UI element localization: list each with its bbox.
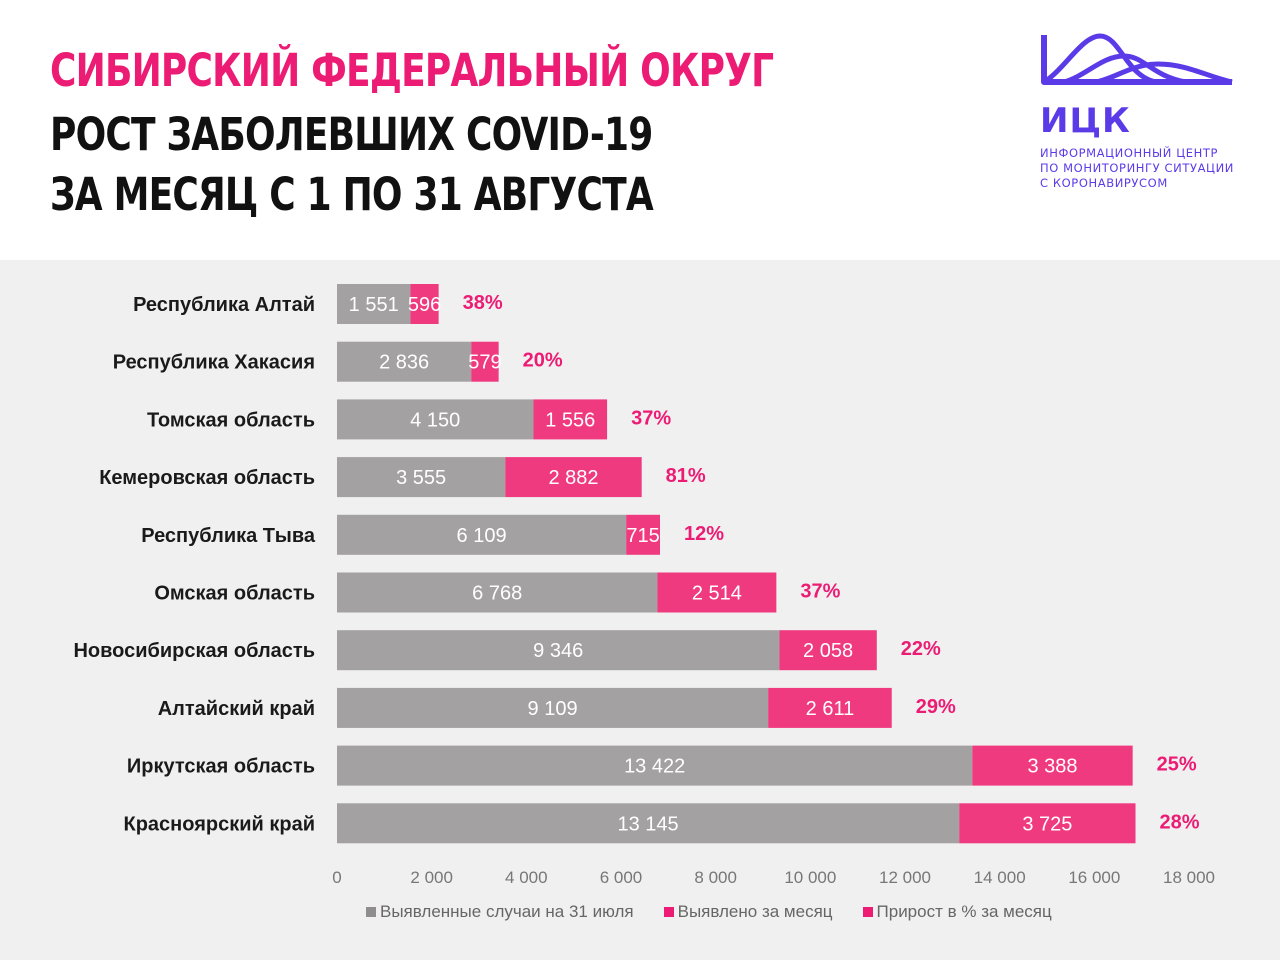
category-label: Красноярский край [123, 813, 315, 835]
x-tick-label: 0 [332, 868, 341, 887]
bar-segment-pink [410, 284, 439, 324]
category-label: Республика Алтай [133, 294, 315, 316]
logo-wave-icon [1041, 33, 1233, 85]
bar-segment-gray [337, 514, 627, 555]
data-label-percent: 38% [463, 292, 503, 314]
data-label-gray: 6 768 [472, 583, 522, 605]
legend-label: Прирост в % за месяц [876, 902, 1052, 921]
data-label-percent: 37% [631, 407, 671, 429]
data-label-percent: 20% [523, 350, 563, 372]
bar-segment-pink [768, 687, 892, 728]
data-label-pink: 3 725 [1022, 813, 1072, 835]
legend-item: Выявленные случаи на 31 июля [366, 902, 634, 922]
data-label-pink: 2 611 [806, 698, 855, 720]
legend-swatch [366, 907, 376, 917]
logo-name: ИЦК [1040, 101, 1131, 141]
bar-segment-gray [337, 341, 472, 382]
bar-segment-pink [533, 399, 608, 440]
chart-area: Республика Алтай 1 551 596 38% Республика Ха… [0, 260, 1280, 960]
data-label-gray: 4 150 [410, 409, 460, 431]
category-label: Алтайский край [158, 698, 315, 720]
x-tick-label: 16 000 [1068, 868, 1120, 887]
bar-segment-gray [337, 457, 506, 498]
data-label-pink: 596 [408, 294, 441, 316]
data-label-pink: 2 882 [548, 467, 598, 489]
bar-segment-pink [505, 457, 642, 498]
header: СИБИРСКИЙ ФЕДЕРАЛЬНЫЙ ОКРУГ РОСТ ЗАБОЛЕВ… [0, 0, 1280, 260]
category-label: Республика Хакасия [113, 352, 315, 374]
chart-title: РОСТ ЗАБОЛЕВШИХ COVID-19 [50, 108, 653, 161]
x-tick-label: 14 000 [974, 868, 1026, 887]
data-label-gray: 13 145 [618, 813, 679, 835]
legend-label: Выявлено за месяц [677, 902, 833, 921]
category-label: Кемеровская область [99, 467, 315, 489]
data-label-gray: 9 109 [528, 698, 578, 720]
x-tick-label: 12 000 [879, 868, 931, 887]
data-label-gray: 6 109 [457, 525, 507, 547]
bar-segment-gray [337, 572, 658, 613]
x-tick-label: 10 000 [784, 868, 836, 887]
data-label-pink: 579 [468, 352, 501, 374]
data-label-pink: 3 388 [1027, 756, 1077, 778]
legend-swatch [862, 907, 873, 917]
category-label: Омская область [154, 583, 315, 605]
data-label-percent: 81% [666, 465, 706, 487]
bar-segment-gray [337, 687, 769, 728]
logo-subtitle-line: ИНФОРМАЦИОННЫЙ ЦЕНТР [1040, 146, 1219, 160]
x-tick-label: 8 000 [694, 868, 737, 887]
bar-segment-gray [337, 745, 973, 786]
data-label-percent: 37% [800, 581, 840, 603]
category-label: Новосибирская область [73, 640, 315, 662]
x-tick-label: 18 000 [1163, 868, 1215, 887]
bar-segment-pink [972, 745, 1133, 786]
x-tick-label: 6 000 [600, 868, 643, 887]
legend-swatch [663, 907, 674, 917]
stacked-bar-chart: Республика Алтай 1 551 596 38% Республика Ха… [73, 284, 1215, 887]
data-label-percent: 22% [901, 638, 941, 660]
bar-segment-pink [657, 572, 777, 613]
category-label: Томская область [147, 409, 315, 431]
logo-subtitle-line: ПО МОНИТОРИНГУ СИТУАЦИИ [1040, 161, 1234, 175]
legend-item: Прирост в % за месяц [862, 902, 1052, 922]
data-label-pink: 2 514 [692, 583, 742, 605]
region-title: СИБИРСКИЙ ФЕДЕРАЛЬНЫЙ ОКРУГ [50, 44, 774, 97]
bar-segment-pink [959, 803, 1136, 844]
chart-subtitle: ЗА МЕСЯЦ С 1 ПО 31 АВГУСТА [50, 168, 654, 221]
data-label-pink: 715 [626, 525, 659, 547]
data-label-pink: 2 058 [803, 640, 853, 662]
data-label-gray: 1 551 [349, 294, 399, 316]
data-label-gray: 9 346 [533, 640, 583, 662]
bar-segment-pink [779, 630, 877, 671]
data-label-percent: 29% [916, 696, 956, 718]
logo-subtitle-line: С КОРОНАВИРУСОМ [1040, 176, 1168, 190]
bar-segment-gray [337, 284, 411, 324]
bar-segment-pink [626, 514, 661, 555]
data-label-percent: 12% [684, 523, 724, 545]
category-label: Республика Тыва [141, 525, 316, 547]
data-label-gray: 3 555 [396, 467, 446, 489]
legend-label: Выявленные случаи на 31 июля [380, 902, 634, 921]
data-label-percent: 25% [1157, 754, 1197, 776]
data-label-gray: 2 836 [379, 352, 429, 374]
bar-segment-gray [337, 630, 780, 671]
data-label-pink: 1 556 [545, 409, 595, 431]
x-tick-label: 4 000 [505, 868, 548, 887]
x-tick-label: 2 000 [410, 868, 453, 887]
data-label-percent: 28% [1160, 811, 1200, 833]
bar-segment-gray [337, 399, 534, 440]
category-label: Иркутская область [127, 756, 315, 778]
legend-item: Выявлено за месяц [663, 902, 833, 922]
logo-subtitle: ИНФОРМАЦИОННЫЙ ЦЕНТР ПО МОНИТОРИНГУ СИТУ… [1040, 146, 1260, 191]
bar-segment-gray [337, 803, 960, 844]
chart-legend: Выявленные случаи на 31 июля Выявлено за… [366, 902, 1052, 922]
bar-segment-pink [471, 341, 499, 382]
data-label-gray: 13 422 [624, 756, 685, 778]
